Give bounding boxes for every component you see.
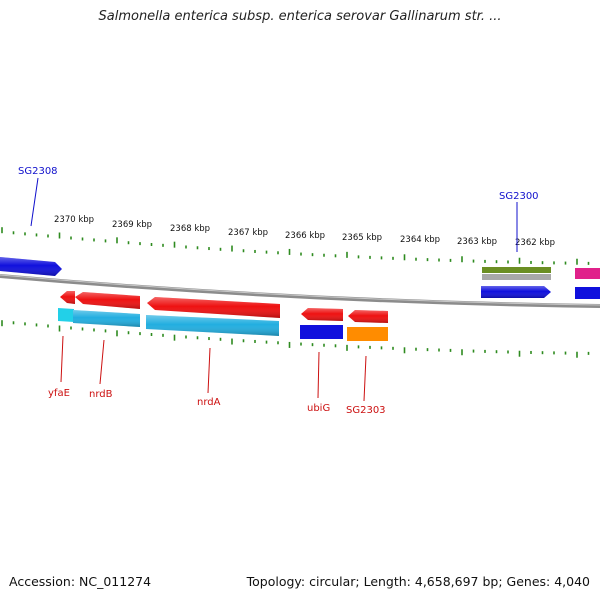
leader-line xyxy=(363,355,367,402)
kbp-label: 2368 kbp xyxy=(170,224,210,234)
feature-bar[interactable] xyxy=(482,267,551,273)
gene-arrow-shading xyxy=(60,291,75,304)
gene-sg2303[interactable] xyxy=(348,310,388,323)
genome-backbone-highlight xyxy=(0,274,600,306)
gene-arrow-shading xyxy=(75,292,140,309)
feature-bar-shading xyxy=(73,310,140,327)
kbp-scale-labels: 2370 kbp 2369 kbp 2368 kbp 2367 kbp 2366… xyxy=(54,215,555,248)
gene-sg2300[interactable] xyxy=(481,286,551,298)
gene-nrda[interactable] xyxy=(147,297,280,318)
kbp-label: 2369 kbp xyxy=(112,220,152,230)
gene-arrow-shading xyxy=(348,310,388,323)
leader-line xyxy=(60,335,64,383)
kbp-label: 2370 kbp xyxy=(54,215,94,225)
feature-bar[interactable] xyxy=(347,327,388,341)
gene-ubig[interactable] xyxy=(301,308,343,321)
leader-line xyxy=(207,347,211,394)
gene-sg2300-annotation[interactable] xyxy=(482,267,551,280)
feature-bar[interactable] xyxy=(482,274,551,280)
kbp-label: 2364 kbp xyxy=(400,235,440,245)
gene-arrow-shading xyxy=(147,297,280,318)
gene-label-yfae[interactable]: yfaE xyxy=(48,388,70,399)
gene-label-sg2300[interactable]: SG2300 xyxy=(499,191,539,202)
gene-nrdb[interactable] xyxy=(75,292,140,309)
kbp-label: 2365 kbp xyxy=(342,233,382,243)
leader-line xyxy=(30,177,39,227)
gene-arrow-shading xyxy=(301,308,343,321)
kbp-label: 2367 kbp xyxy=(228,228,268,238)
cds-nrda[interactable] xyxy=(146,315,279,336)
gene-label-sg2303[interactable]: SG2303 xyxy=(346,405,386,416)
feature-bar[interactable] xyxy=(58,308,74,322)
feature-bar[interactable] xyxy=(300,325,343,339)
feature-bar[interactable] xyxy=(575,268,600,279)
accession-text: Accession: NC_011274 xyxy=(9,574,152,589)
leader-line xyxy=(317,351,320,399)
gene-right-blue[interactable] xyxy=(575,287,600,299)
leader-lines xyxy=(30,177,518,402)
gene-yfae[interactable] xyxy=(60,291,75,304)
feature-bar[interactable] xyxy=(575,287,600,299)
kbp-label: 2366 kbp xyxy=(285,231,325,241)
cds-ubig[interactable] xyxy=(300,325,343,339)
kbp-label: 2363 kbp xyxy=(457,237,497,247)
genome-backbone xyxy=(0,274,600,308)
gene-arrow-shading xyxy=(481,286,551,298)
gene-magenta[interactable] xyxy=(575,268,600,279)
cds-sg2303[interactable] xyxy=(347,327,388,341)
leader-line xyxy=(99,339,105,385)
gene-label-nrda[interactable]: nrdA xyxy=(197,397,221,408)
gene-label-nrdb[interactable]: nrdB xyxy=(89,389,113,400)
map-title: Salmonella enterica subsp. enterica sero… xyxy=(98,9,502,24)
feature-bar-shading xyxy=(146,315,279,336)
gene-sg2308[interactable] xyxy=(0,257,62,276)
gene-label-ubig[interactable]: ubiG xyxy=(307,403,330,414)
kbp-label: 2362 kbp xyxy=(515,238,555,248)
cds-yfae[interactable] xyxy=(58,308,74,322)
cds-nrdb[interactable] xyxy=(73,310,140,327)
scale-ticks-bottom xyxy=(1,320,590,358)
scale-ticks-top xyxy=(1,227,590,265)
topology-text: Topology: circular; Length: 4,658,697 bp… xyxy=(246,574,590,589)
gene-arrow-shading xyxy=(0,257,62,276)
gene-label-sg2308[interactable]: SG2308 xyxy=(18,166,58,177)
